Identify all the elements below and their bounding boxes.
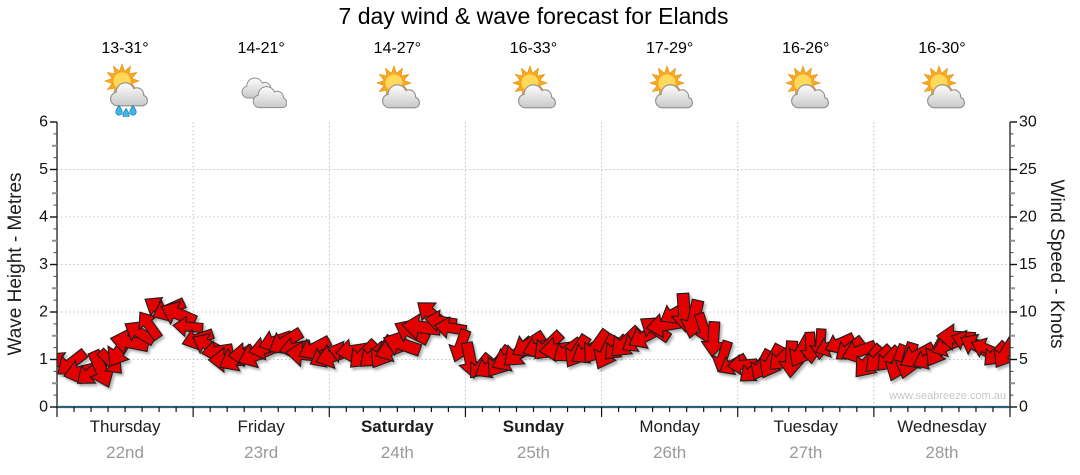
weather-icon-svg	[648, 65, 693, 109]
wind-arrow	[726, 353, 758, 376]
left-axis-tick-label: 5	[39, 161, 48, 178]
day-column-thursday: 13-31° Thursday 22nd	[57, 0, 193, 475]
right-axis-tick-label: 20	[1019, 209, 1037, 226]
wind-arrow	[138, 311, 164, 342]
weather-icon-svg	[512, 65, 557, 109]
right-axis-tick-label: 15	[1019, 256, 1037, 273]
wind-arrow	[382, 330, 423, 357]
right-axis-tick-label: 30	[1019, 114, 1037, 131]
temperature-range: 16-26°	[782, 40, 830, 57]
day-column-wednesday: 16-30° Wednesday 28th	[874, 0, 1010, 475]
right-axis-tick-label: 5	[1019, 351, 1028, 368]
weather-icon-svg	[104, 63, 148, 119]
day-name: Sunday	[502, 417, 565, 436]
left-axis-tick-label: 3	[39, 256, 48, 273]
day-name: Thursday	[89, 417, 161, 436]
watermark: www.seabreeze.com.au	[889, 390, 1006, 402]
day-column-monday: 17-29° Monday 26th	[602, 0, 738, 475]
left-axis-tick-label: 6	[39, 114, 48, 131]
day-name: Tuesday	[773, 417, 839, 436]
left-axis-tick-label: 4	[39, 209, 48, 226]
weather-icon-svg	[784, 65, 829, 109]
chart-title: 7 day wind & wave forecast for Elands	[338, 3, 729, 29]
day-date: 27th	[789, 443, 823, 462]
wind-arrow	[160, 300, 198, 328]
temperature-range: 16-33°	[509, 40, 558, 57]
day-name: Monday	[639, 417, 700, 436]
day-column-sunday: 16-33° Sunday 25th	[465, 0, 601, 475]
day-date: 22nd	[106, 443, 144, 462]
day-date: 28th	[925, 443, 959, 462]
temperature-range: 13-31°	[101, 40, 149, 57]
wind-arrow	[433, 315, 468, 340]
wind-arrow	[993, 336, 1010, 368]
left-axis-tick-label: 0	[39, 399, 48, 416]
day-column-saturday: 14-27° Saturday 24th	[329, 0, 465, 475]
weather-icon-partly-cloudy	[507, 63, 559, 117]
left-axis-tick-label: 1	[39, 351, 48, 368]
day-name: Wednesday	[897, 417, 987, 436]
weather-icon-svg	[921, 65, 965, 109]
day-name: Saturday	[360, 417, 434, 436]
weather-icon-partly-cloudy	[780, 63, 832, 117]
day-column-friday: 14-21° Friday 23rd	[193, 0, 329, 475]
wind-arrow	[700, 320, 727, 358]
weather-icon-svg	[376, 65, 421, 109]
right-axis-tick-label: 0	[1019, 399, 1028, 416]
wind-arrow-band	[57, 292, 1010, 388]
day-date: 24th	[380, 443, 414, 462]
weather-icon-partly-cloudy	[644, 63, 696, 117]
weather-icon-partly-cloudy	[371, 63, 423, 117]
temperature-range: 16-30°	[918, 40, 966, 57]
right-axis-tick-label: 25	[1019, 161, 1037, 178]
day-date: 25th	[516, 443, 550, 462]
day-date: 23rd	[244, 443, 279, 462]
temperature-range: 14-27°	[373, 40, 421, 57]
weather-icon-cloudy	[235, 63, 288, 117]
left-axis-tick-label: 2	[39, 304, 48, 321]
day-column-tuesday: 16-26° Tuesday 27th	[738, 0, 874, 475]
wind-arrow	[172, 315, 204, 338]
day-name: Friday	[237, 417, 285, 436]
day-date: 26th	[653, 443, 687, 462]
weather-icon-partly-cloudy-showers	[99, 63, 151, 119]
right-axis-tick-label: 10	[1019, 304, 1037, 321]
temperature-range: 14-21°	[237, 40, 285, 57]
weather-icon-partly-cloudy	[916, 63, 968, 117]
temperature-range: 17-29°	[645, 40, 694, 57]
weather-icon-svg	[241, 77, 288, 109]
